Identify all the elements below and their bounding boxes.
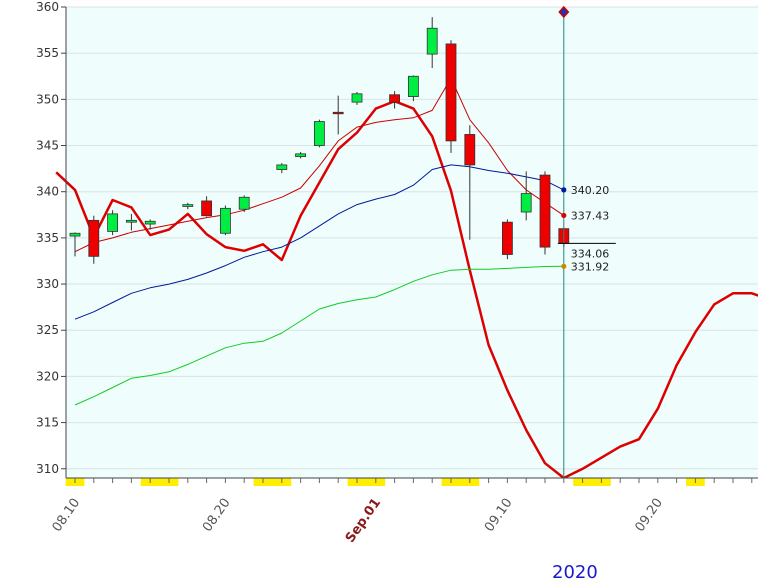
candle-body bbox=[389, 94, 401, 103]
candle-body bbox=[520, 193, 532, 213]
candle bbox=[351, 91, 363, 105]
candle-body bbox=[313, 121, 325, 146]
candle-body bbox=[182, 204, 194, 207]
y-tick-label: 335 bbox=[36, 231, 59, 245]
candle-body bbox=[238, 196, 250, 210]
candle bbox=[501, 219, 513, 260]
highlight-band bbox=[253, 478, 292, 486]
candle-body bbox=[332, 111, 344, 115]
y-tick-label: 355 bbox=[36, 46, 59, 60]
candle bbox=[69, 232, 81, 257]
candle-body bbox=[107, 213, 118, 232]
year-label: 2020 bbox=[552, 562, 598, 582]
candle bbox=[520, 171, 532, 221]
candle bbox=[426, 17, 438, 68]
value-label: 331.92 bbox=[571, 260, 610, 273]
highlight-band bbox=[347, 478, 386, 486]
value-label: 334.06 bbox=[571, 248, 610, 261]
series-line bbox=[74, 77, 565, 253]
candle bbox=[389, 91, 401, 109]
value-dot bbox=[561, 212, 567, 219]
value-dot bbox=[561, 187, 567, 193]
series-line bbox=[74, 164, 565, 320]
value-label: 340.20 bbox=[571, 184, 610, 197]
candle-body bbox=[445, 43, 457, 142]
y-axis: 310 315 320 325 330 335 340 345 350 355 360 bbox=[36, 0, 66, 476]
y-tick-label: 340 bbox=[36, 185, 59, 199]
candle-body bbox=[407, 75, 419, 97]
y-tick-label: 345 bbox=[36, 139, 59, 153]
value-dot bbox=[561, 263, 567, 269]
candle bbox=[313, 119, 325, 148]
candle-body bbox=[426, 27, 438, 55]
candle bbox=[144, 219, 156, 230]
candle bbox=[295, 151, 307, 159]
candle-body bbox=[219, 207, 231, 234]
series-line bbox=[55, 99, 758, 480]
value-label: 337.43 bbox=[571, 209, 610, 222]
y-tick-label: 325 bbox=[36, 323, 59, 337]
candle bbox=[88, 215, 100, 264]
y-tick-label: 320 bbox=[36, 369, 59, 383]
series-line bbox=[74, 265, 564, 406]
candle-body bbox=[295, 153, 307, 158]
candle bbox=[219, 205, 231, 236]
candle-body bbox=[69, 232, 81, 237]
highlight-band bbox=[441, 478, 480, 486]
grid-lines bbox=[66, 6, 758, 470]
candle bbox=[276, 163, 288, 174]
candle bbox=[107, 210, 118, 236]
highlight-band bbox=[140, 478, 179, 486]
candle bbox=[407, 75, 419, 102]
y-tick-label: 315 bbox=[36, 416, 59, 430]
x-axis-band bbox=[66, 478, 758, 486]
candle bbox=[539, 171, 551, 255]
cursor-marker bbox=[558, 5, 570, 19]
candle bbox=[238, 195, 250, 213]
candle bbox=[201, 196, 213, 217]
candle-body bbox=[88, 219, 100, 257]
candle-body bbox=[539, 174, 551, 248]
candle bbox=[332, 95, 344, 135]
indicator-lines bbox=[55, 77, 758, 480]
candle-body bbox=[351, 93, 363, 103]
candle bbox=[182, 202, 194, 210]
candles bbox=[69, 17, 570, 264]
highlight-band bbox=[573, 478, 611, 486]
candle bbox=[464, 125, 476, 240]
candle-body bbox=[464, 134, 476, 166]
y-tick-label: 310 bbox=[36, 462, 59, 476]
candle-body bbox=[276, 164, 288, 170]
candle-body bbox=[144, 220, 156, 225]
candle-body bbox=[501, 221, 513, 255]
y-tick-label: 330 bbox=[36, 277, 59, 291]
y-tick-label: 350 bbox=[36, 92, 59, 106]
candle bbox=[126, 213, 137, 231]
y-tick-label: 360 bbox=[36, 0, 59, 14]
candle-body bbox=[126, 219, 137, 223]
candle bbox=[445, 40, 457, 153]
candle-body bbox=[201, 200, 213, 217]
cursor bbox=[557, 5, 616, 478]
